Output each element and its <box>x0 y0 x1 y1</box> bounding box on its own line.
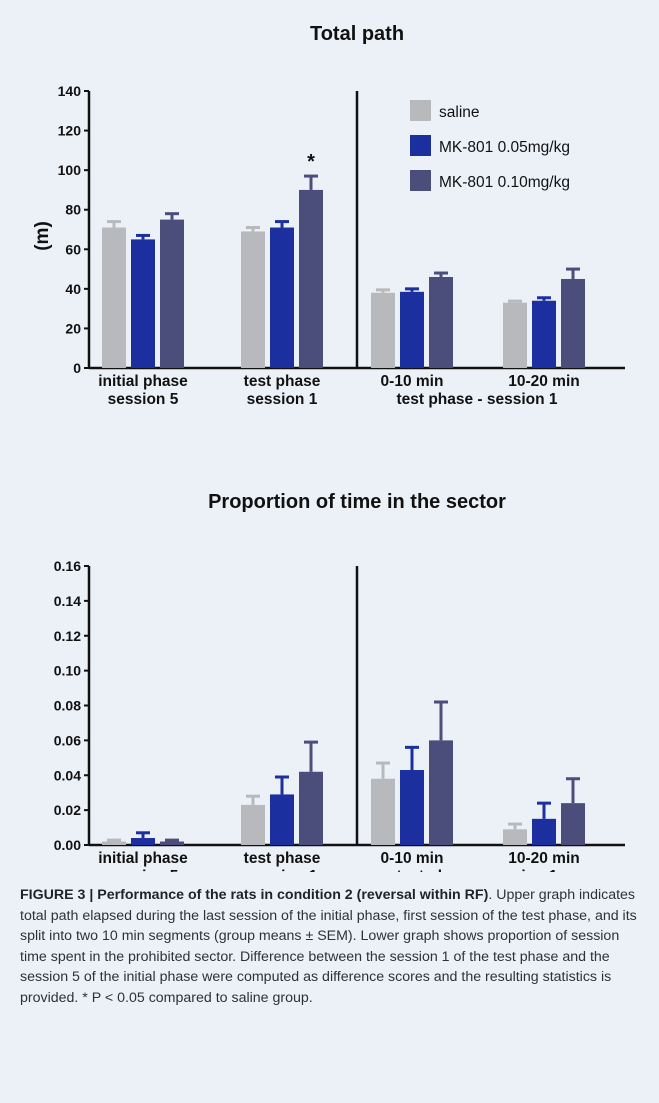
figure-area: Total path 0 20 40 60 80 100 120 140 (m) initial p… <box>32 23 625 872</box>
x-category-sublabel: session 1 <box>247 868 318 872</box>
x-category-label: 10-20 min <box>508 373 580 390</box>
x-category-sublabel: session 5 <box>108 391 179 408</box>
x-category-label: 10-20 min <box>508 850 580 867</box>
bar <box>131 239 155 368</box>
y-tick-label: 80 <box>65 202 81 218</box>
bar <box>561 278 585 368</box>
x-category-label: test phase <box>244 373 321 390</box>
bar <box>270 227 294 368</box>
bar <box>532 818 556 845</box>
legend-label: MK-801 0.10mg/kg <box>439 174 570 191</box>
total-path-chart: Total path 0 20 40 60 80 100 120 140 (m) initial p… <box>32 23 625 408</box>
x-category-sublabel: session 1 <box>247 391 318 408</box>
caption-body: Upper graph indicates total path elapsed… <box>20 887 637 1006</box>
proportion-time-chart: Proportion of time in the sector 0.00 0.02… <box>54 491 625 872</box>
caption-title: FIGURE 3 | Performance of the rats in co… <box>20 887 489 903</box>
y-tick-label: 60 <box>65 241 81 257</box>
figure-caption: FIGURE 3 | Performance of the rats in co… <box>20 885 645 1008</box>
legend-label: saline <box>439 104 480 121</box>
x-category-sublabel: session 5 <box>108 868 179 872</box>
bar <box>160 219 184 368</box>
bar <box>561 803 585 845</box>
significance-marker: * <box>307 151 315 173</box>
legend-swatch <box>410 170 431 191</box>
y-tick-label: 0.12 <box>54 628 81 644</box>
bar <box>503 829 527 845</box>
bar <box>131 838 155 845</box>
y-tick-label: 0.10 <box>54 663 81 679</box>
bar <box>299 771 323 845</box>
caption-title-end: . <box>488 887 493 903</box>
y-tick-label: 40 <box>65 281 81 297</box>
y-tick-label: 0.00 <box>54 837 81 853</box>
y-tick-label: 0.16 <box>54 558 81 574</box>
bar <box>503 302 527 368</box>
legend-swatch <box>410 100 431 121</box>
y-tick-label: 120 <box>58 123 82 139</box>
bar <box>102 227 126 368</box>
bar <box>299 189 323 368</box>
y-tick-label: 0.08 <box>54 698 81 714</box>
x-category-label: test phase <box>244 850 321 867</box>
bar <box>371 292 395 368</box>
y-tick-label: 0.02 <box>54 802 81 818</box>
chart-title: Total path <box>310 23 404 45</box>
bar <box>270 794 294 845</box>
x-category-label: initial phase <box>98 373 188 390</box>
bar <box>429 740 453 845</box>
y-tick-label: 140 <box>58 83 82 99</box>
y-tick-label: 0 <box>73 360 81 376</box>
bar <box>400 770 424 845</box>
x-group-label: test phase - session 1 <box>396 868 557 872</box>
bar <box>400 291 424 368</box>
bar <box>371 778 395 845</box>
y-tick-label: 100 <box>58 162 82 178</box>
y-axis-label: (m) <box>32 221 53 251</box>
bar <box>102 841 126 845</box>
x-group-label: test phase - session 1 <box>396 391 557 408</box>
bar <box>241 231 265 368</box>
x-category-label: initial phase <box>98 850 188 867</box>
legend-label: MK-801 0.05mg/kg <box>439 139 570 156</box>
bar <box>429 276 453 368</box>
x-category-label: 0-10 min <box>381 850 444 867</box>
y-tick-label: 0.06 <box>54 732 81 748</box>
legend-swatch <box>410 135 431 156</box>
bar <box>160 841 184 845</box>
bar <box>241 804 265 845</box>
y-tick-label: 0.14 <box>54 593 81 609</box>
bar <box>532 300 556 368</box>
x-category-label: 0-10 min <box>381 373 444 390</box>
y-tick-label: 0.04 <box>54 767 81 783</box>
chart-title: Proportion of time in the sector <box>208 491 506 513</box>
y-tick-label: 20 <box>65 320 81 336</box>
